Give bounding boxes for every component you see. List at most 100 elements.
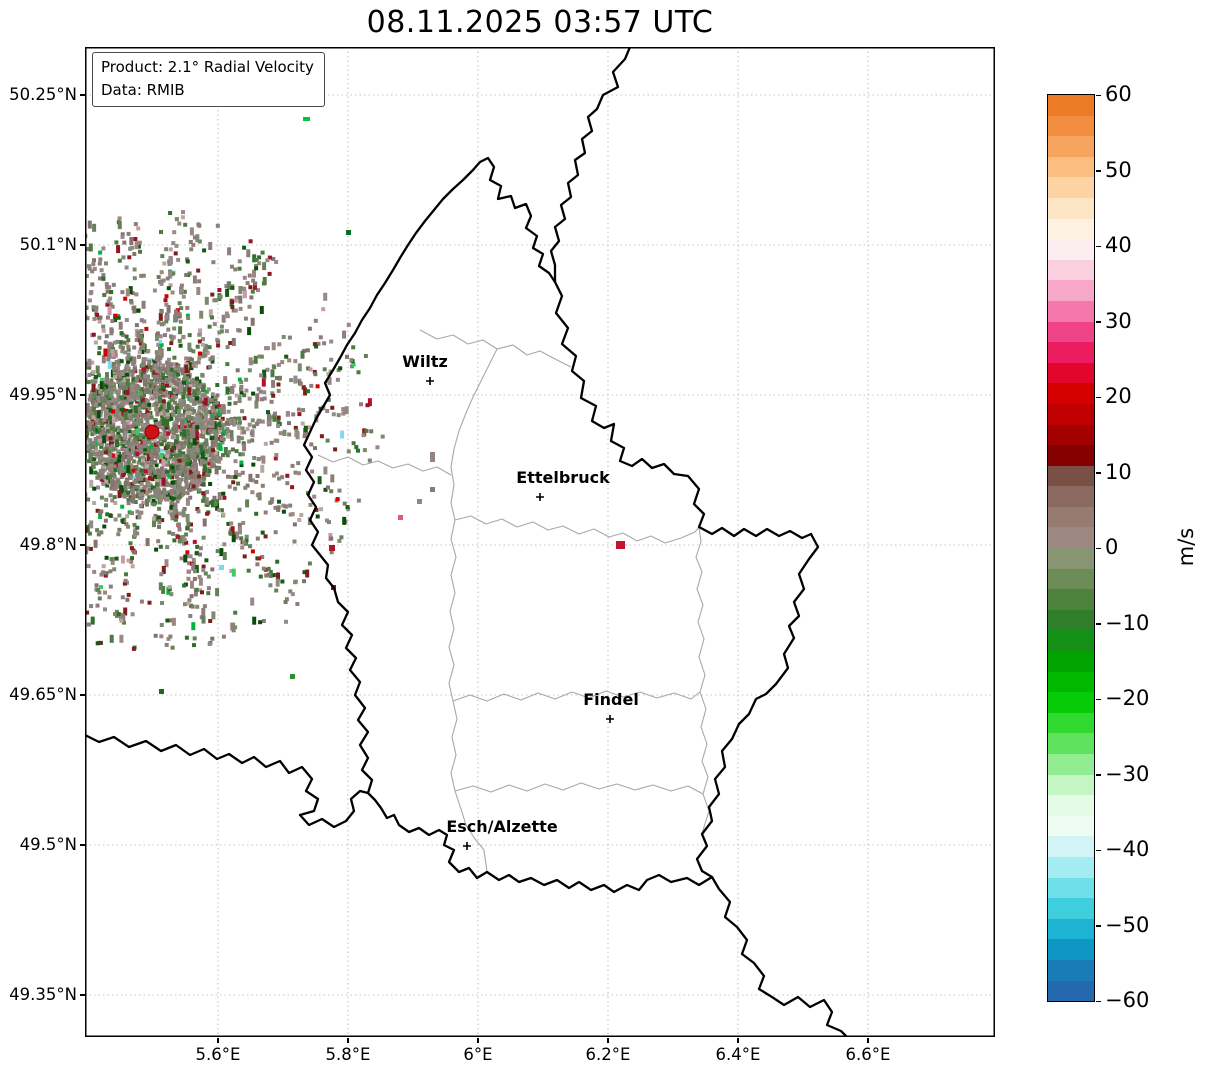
colorbar-band: [1048, 980, 1094, 1002]
x-tick-label: 5.6°E: [195, 1045, 241, 1064]
colorbar-tick-label: 10: [1105, 459, 1132, 484]
colorbar-tick-label: −30: [1105, 761, 1150, 786]
colorbar-tick-mark: [1095, 925, 1101, 927]
x-tick-mark: [607, 1037, 609, 1043]
x-tick-mark: [477, 1037, 479, 1043]
colorbar-band: [1048, 218, 1094, 240]
colorbar-tick-mark: [1095, 1000, 1101, 1003]
colorbar-band: [1048, 527, 1094, 549]
colorbar-band: [1048, 136, 1094, 157]
district-border: [450, 348, 498, 521]
data-source-label: Data: RMIB: [101, 80, 185, 99]
city-marker: [536, 493, 544, 501]
colorbar-band: [1048, 321, 1094, 343]
district-border: [695, 526, 710, 835]
colorbar-band: [1048, 115, 1094, 137]
product-label: Product: 2.1° Radial Velocity: [101, 58, 314, 76]
colorbar-band: [1048, 197, 1094, 219]
colorbar-band: [1048, 445, 1094, 466]
x-tick-label: 6.4°E: [715, 1045, 761, 1064]
city-marker: [606, 715, 614, 723]
x-tick-mark: [347, 1037, 349, 1043]
district-border: [454, 515, 700, 544]
y-tick-mark: [79, 394, 85, 396]
map-svg: Wiltz Ettelbruck Findel Esch/Alzette: [85, 47, 995, 1037]
colorbar-band: [1048, 733, 1094, 754]
city-label: Esch/Alzette: [446, 817, 558, 836]
colorbar-band: [1048, 156, 1094, 178]
colorbar-band: [1048, 692, 1094, 713]
colorbar-band: [1048, 609, 1094, 631]
city-label: Ettelbruck: [516, 468, 610, 487]
colorbar-tick-label: 20: [1105, 384, 1132, 409]
y-tick-mark: [79, 94, 85, 96]
colorbar-tick-mark: [1095, 547, 1101, 550]
x-tick-mark: [737, 1037, 739, 1043]
neighbor-country-border: [85, 733, 369, 829]
y-tick-label: 49.5°N: [19, 834, 77, 854]
y-tick-label: 50.1°N: [19, 234, 77, 254]
y-tick-mark: [79, 994, 85, 996]
colorbar-tick-label: 40: [1105, 233, 1132, 258]
colorbar-tick-label: −20: [1105, 686, 1150, 711]
colorbar-band: [1048, 589, 1094, 610]
colorbar-band: [1048, 259, 1094, 281]
neighbor-country-border: [711, 876, 848, 1037]
colorbar-tick-label: −10: [1105, 610, 1150, 635]
radar-velocity-field: [85, 210, 385, 651]
colorbar-tick-mark: [1095, 245, 1101, 248]
colorbar-band: [1048, 280, 1094, 301]
colorbar-band: [1048, 177, 1094, 198]
district-border: [317, 454, 452, 476]
y-tick-mark: [79, 844, 85, 846]
colorbar-band: [1048, 424, 1094, 446]
colorbar-band: [1048, 959, 1094, 981]
colorbar-tick-label: −40: [1105, 837, 1150, 862]
colorbar-band: [1048, 403, 1094, 425]
y-tick-mark: [79, 694, 85, 696]
y-tick-label: 49.65°N: [9, 684, 77, 704]
plot-title: 08.11.2025 03:57 UTC: [366, 5, 714, 40]
radar-site-dot: [144, 424, 160, 440]
colorbar-band: [1048, 239, 1094, 260]
colorbar-band: [1048, 95, 1094, 116]
colorbar-band: [1048, 918, 1094, 940]
colorbar-band: [1048, 939, 1094, 960]
plot-frame: [85, 47, 995, 1037]
colorbar-band: [1048, 300, 1094, 322]
luxembourg-border: [302, 156, 820, 894]
colorbar-band: [1048, 630, 1094, 652]
colorbar-tick-mark: [1095, 321, 1101, 323]
colorbar-tick-label: 50: [1105, 157, 1132, 182]
colorbar-band: [1048, 774, 1094, 796]
colorbar: [1047, 94, 1095, 1002]
y-tick-label: 50.25°N: [9, 84, 77, 104]
colorbar-band: [1048, 898, 1094, 919]
colorbar-tick-mark: [1095, 472, 1101, 474]
colorbar-band: [1048, 815, 1094, 837]
product-info-box: Product: 2.1° Radial Velocity Data: RMIB: [92, 52, 325, 107]
x-tick-label: 5.8°E: [325, 1045, 371, 1064]
colorbar-band: [1048, 486, 1094, 507]
district-border: [454, 782, 704, 795]
y-tick-label: 49.8°N: [19, 534, 77, 554]
city-label: Findel: [583, 690, 639, 709]
district-border: [452, 690, 701, 702]
colorbar-tick-mark: [1095, 170, 1101, 172]
colorbar-tick-mark: [1095, 774, 1101, 776]
colorbar-band: [1048, 465, 1094, 487]
x-tick-mark: [217, 1037, 219, 1043]
colorbar-band: [1048, 754, 1094, 775]
colorbar-unit-label: m/s: [1174, 527, 1198, 567]
colorbar-band: [1048, 795, 1094, 816]
colorbar-tick-mark: [1095, 94, 1101, 97]
gridlines: [85, 47, 995, 1037]
colorbar-tick-label: 30: [1105, 308, 1132, 333]
colorbar-tick-label: 0: [1105, 535, 1119, 560]
y-tick-mark: [79, 544, 85, 546]
colorbar-band: [1048, 712, 1094, 734]
x-tick-label: 6°E: [463, 1045, 493, 1064]
colorbar-band: [1048, 671, 1094, 693]
city-marker: [463, 842, 471, 850]
